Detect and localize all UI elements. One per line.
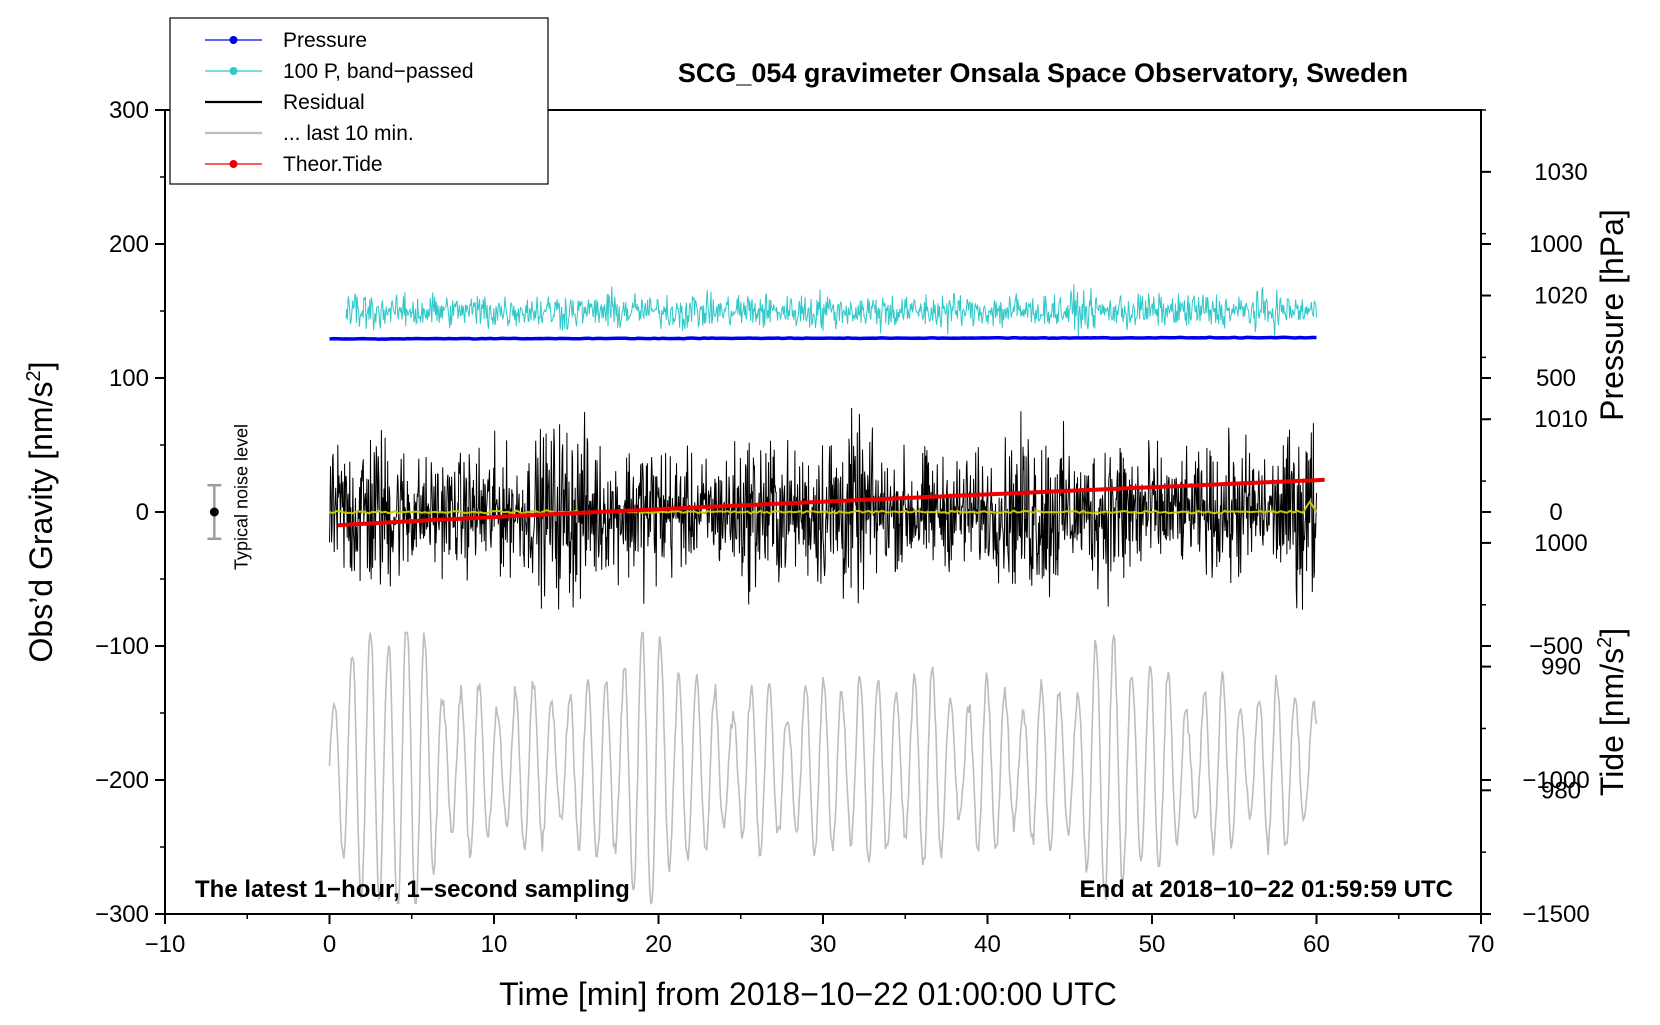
x-tick-label: 10: [481, 931, 508, 958]
tide-axis-title-sup: 2: [1594, 637, 1616, 648]
theoretical-tide-series: [337, 477, 1325, 528]
pressure-axis-title: Pressure [hPa]: [1594, 209, 1630, 421]
chart-title: SCG_054 gravimeter Onsala Space Observat…: [678, 58, 1408, 88]
x-axis-title: Time [min] from 2018−10−22 01:00:00 UTC: [499, 976, 1117, 1012]
y-axis-ticks: 300 200 100 0 −100 −200 −300: [95, 97, 165, 928]
tide-axis-title: Tide [nm/s2]: [1594, 628, 1630, 796]
tide-tick-label: 500: [1536, 365, 1576, 392]
legend-marker: [229, 36, 238, 44]
tide-tick-label: −1500: [1522, 901, 1589, 928]
pressure-tick-label: 1000: [1534, 530, 1587, 557]
noise-point: [209, 507, 219, 517]
y-tick-label: 200: [109, 231, 149, 258]
y-tick-label: 300: [109, 97, 149, 124]
annotation-end-time: End at 2018−10−22 01:59:59 UTC: [1079, 876, 1453, 903]
tide-tick-label: −500: [1529, 633, 1583, 660]
legend-label: 100 P, band−passed: [283, 60, 474, 83]
legend-label: ... last 10 min.: [283, 122, 414, 145]
y-tick-label: −300: [95, 901, 149, 928]
last-10-min-series: [328, 631, 1318, 906]
legend-label: Pressure: [283, 29, 367, 52]
y-axis-title: Obs’d Gravity [nm/s2]: [23, 362, 59, 663]
annotation-sampling: The latest 1−hour, 1−second sampling: [195, 876, 630, 903]
y-tick-label: 100: [109, 365, 149, 392]
x-tick-label: 0: [323, 931, 336, 958]
pressure-bandpassed-series: [345, 284, 1317, 338]
series-layer: [328, 284, 1325, 906]
pressure-tick-label: 980: [1541, 777, 1581, 804]
pressure-tick-label: 1020: [1534, 283, 1587, 310]
y-axis-title-main: Obs’d Gravity [nm/s: [23, 382, 59, 663]
legend-marker: [229, 160, 238, 168]
residual-smoothed-series: [329, 499, 1318, 515]
legend-label: Theor.Tide: [283, 153, 383, 176]
tide-tick-label: 0: [1549, 499, 1562, 526]
x-axis-ticks: −10 0 10 20 30 40 50 60 70: [145, 914, 1495, 958]
legend: Pressure 100 P, band−passed Residual ... la…: [169, 17, 549, 185]
x-tick-label: 30: [810, 931, 837, 958]
x-tick-label: 60: [1303, 931, 1330, 958]
tide-tick-label: −1000: [1522, 767, 1589, 794]
x-tick-label: 40: [974, 931, 1001, 958]
y-tick-label: −200: [95, 767, 149, 794]
pressure-series: [329, 335, 1317, 341]
y-tick-label: −100: [95, 633, 149, 660]
x-tick-label: 70: [1468, 931, 1495, 958]
residual-series: [329, 407, 1317, 610]
tide-tick-label: 1000: [1529, 231, 1582, 258]
tide-axis-title-end: ]: [1594, 628, 1630, 637]
tide-axis-title-main: Tide [nm/s: [1594, 648, 1630, 796]
pressure-tick-label: 990: [1541, 654, 1581, 681]
noise-label: Typical noise level: [231, 424, 251, 570]
legend-marker: [229, 67, 238, 75]
noise-marker: Typical noise level: [207, 424, 251, 570]
tide-axis-ticks: 1000 500 0 −500 −1000 −1500: [1481, 231, 1590, 928]
y-tick-label: 0: [136, 499, 149, 526]
pressure-tick-label: 1010: [1534, 406, 1587, 433]
x-tick-label: −10: [145, 931, 186, 958]
x-tick-label: 50: [1139, 931, 1166, 958]
x-tick-label: 20: [645, 931, 672, 958]
y-axis-title-sup: 2: [23, 370, 45, 381]
legend-label: Residual: [283, 91, 365, 114]
pressure-axis-ticks: 1030 1020 1010 1000 990 980: [1481, 109, 1588, 853]
pressure-tick-label: 1030: [1534, 159, 1587, 186]
y-axis-title-end: ]: [23, 362, 59, 371]
